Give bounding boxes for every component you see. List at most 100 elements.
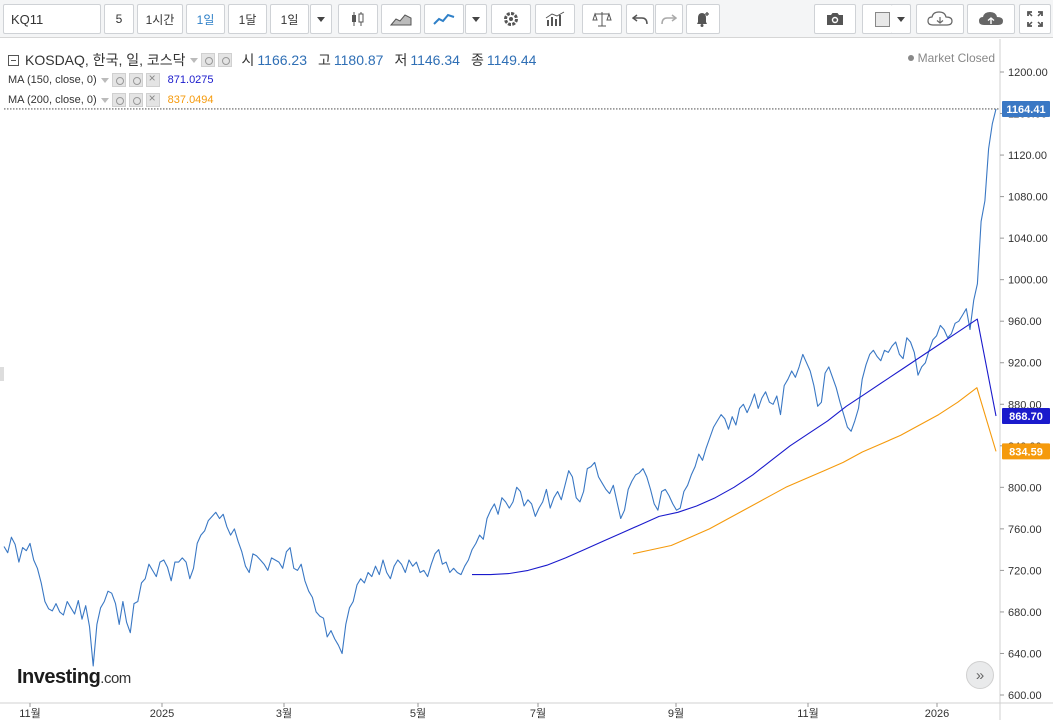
close-value: 1149.44 (486, 52, 537, 68)
visibility-icon[interactable] (111, 93, 126, 107)
price-chart[interactable]: 600.00640.00680.00720.00760.00800.00840.… (0, 39, 1053, 720)
chart-area[interactable]: 600.00640.00680.00720.00760.00800.00840.… (0, 39, 1053, 720)
ma150-label: MA (150, close, 0) (8, 74, 97, 86)
range-dropdown-button[interactable] (310, 4, 332, 34)
close-icon[interactable] (145, 91, 160, 107)
chart-type-dropdown-button[interactable] (465, 4, 487, 34)
visibility-icon[interactable] (111, 73, 126, 87)
interval-1day-button[interactable]: 1일 (186, 4, 225, 34)
chevron-down-icon[interactable] (100, 77, 109, 83)
chevron-down-icon (472, 16, 480, 22)
indicators-icon (545, 11, 565, 26)
y-tick-label: 1000.00 (1008, 275, 1048, 287)
alert-icon (697, 12, 709, 27)
logo-suffix: .com (100, 670, 131, 687)
toolbar: KQ11 5 1시간 1일 1달 1일 (0, 0, 1053, 38)
y-tick-label: 1080.00 (1008, 192, 1048, 204)
status-dot-icon (907, 54, 914, 61)
series-name: KOSDAQ, 한국, 일, 코스닥 (25, 52, 186, 68)
color-swatch-icon (874, 11, 890, 27)
x-tick-label: 3월 (276, 707, 292, 720)
x-tick-label: 5월 (410, 707, 426, 720)
candlestick-icon (352, 12, 364, 26)
fullscreen-button[interactable] (1019, 4, 1051, 34)
double-chevron-right-icon: » (975, 666, 985, 684)
interval-5min-button[interactable]: 5 (104, 4, 134, 34)
area-chart-button[interactable] (381, 4, 421, 34)
low-value: 1146.34 (410, 52, 460, 68)
y-tick-label: 800.00 (1008, 482, 1042, 494)
candlestick-button[interactable] (338, 4, 378, 34)
camera-icon (827, 13, 843, 25)
settings-button[interactable] (491, 4, 531, 34)
range-button[interactable]: 1일 (270, 4, 309, 34)
save-layout-button[interactable] (967, 4, 1015, 34)
redo-button[interactable] (655, 4, 683, 34)
interval-1month-button[interactable]: 1달 (228, 4, 267, 34)
undo-button[interactable] (626, 4, 654, 34)
chevron-down-icon[interactable] (100, 97, 109, 103)
close-label: 종 (470, 52, 484, 68)
ma200-price-tag: 834.59 (1009, 446, 1043, 458)
high-value: 1180.87 (333, 52, 384, 68)
visibility-icon[interactable] (200, 53, 215, 67)
symbol-input[interactable]: KQ11 (3, 4, 101, 34)
fullscreen-icon (1027, 11, 1043, 27)
x-tick-label: 11월 (797, 707, 819, 720)
main-series-legend: KOSDAQ, 한국, 일, 코스닥 시 1166.23 고 1180.87 저… (8, 50, 545, 70)
y-tick-label: 960.00 (1008, 316, 1042, 328)
last-price-tag: 1164.41 (1006, 104, 1045, 116)
area-chart-icon (390, 14, 412, 26)
high-label: 고 (318, 52, 331, 68)
settings-icon[interactable] (128, 93, 143, 107)
ma200-price-tag-bg (1002, 443, 1050, 460)
settings-icon[interactable] (217, 53, 232, 67)
indicators-button[interactable] (535, 4, 575, 34)
y-tick-label: 1040.00 (1008, 233, 1048, 245)
x-tick-label: 2025 (150, 708, 174, 720)
ma200-value: 837.0494 (167, 94, 214, 106)
x-tick-label: 2026 (925, 708, 949, 720)
screenshot-button[interactable] (814, 4, 856, 34)
investing-logo: Investing.com (17, 666, 131, 689)
kosdaq-line (3, 108, 997, 667)
x-tick-label: 7월 (530, 707, 546, 720)
undo-icon (632, 14, 648, 25)
ma200-legend: MA (200, close, 0) 837.0494 (8, 91, 214, 107)
alert-button[interactable] (686, 4, 720, 34)
market-status-text: Market Closed (917, 51, 995, 65)
ma150-price-tag: 868.70 (1009, 411, 1043, 423)
ma150-legend: MA (150, close, 0) 871.0275 (8, 71, 214, 87)
y-tick-label: 720.00 (1008, 565, 1042, 577)
y-tick-label: 920.00 (1008, 358, 1042, 370)
balance-icon (592, 12, 612, 27)
ma150-value: 871.0275 (167, 74, 214, 86)
compare-button[interactable] (582, 4, 622, 34)
ma150-price-tag-bg (1002, 407, 1050, 424)
collapse-icon[interactable] (8, 54, 19, 66)
y-tick-label: 1200.00 (1008, 67, 1048, 79)
load-layout-button[interactable] (916, 4, 964, 34)
panel-resize-handle[interactable] (0, 367, 4, 381)
settings-icon[interactable] (128, 73, 143, 87)
open-label: 시 (241, 52, 255, 68)
y-tick-label: 680.00 (1008, 607, 1042, 619)
last-price-tag-bg (1002, 100, 1050, 117)
scroll-to-latest-button[interactable]: » (966, 661, 994, 689)
settings-icon (504, 12, 518, 26)
chevron-down-icon (896, 16, 905, 22)
y-tick-label: 600.00 (1008, 690, 1042, 702)
cloud-download-icon (927, 11, 953, 26)
chevron-down-icon[interactable] (189, 57, 198, 63)
ma200-line (632, 387, 997, 555)
y-tick-label: 760.00 (1008, 524, 1042, 536)
color-dropdown-button[interactable] (891, 4, 911, 34)
low-label: 저 (394, 52, 408, 68)
close-icon[interactable] (145, 71, 160, 87)
line-chart-button[interactable] (424, 4, 464, 34)
interval-1hour-button[interactable]: 1시간 (137, 4, 183, 34)
line-chart-icon (433, 13, 455, 25)
market-status: Market Closed (907, 51, 995, 65)
chevron-down-icon (317, 16, 325, 22)
ma200-label: MA (200, close, 0) (8, 94, 97, 106)
